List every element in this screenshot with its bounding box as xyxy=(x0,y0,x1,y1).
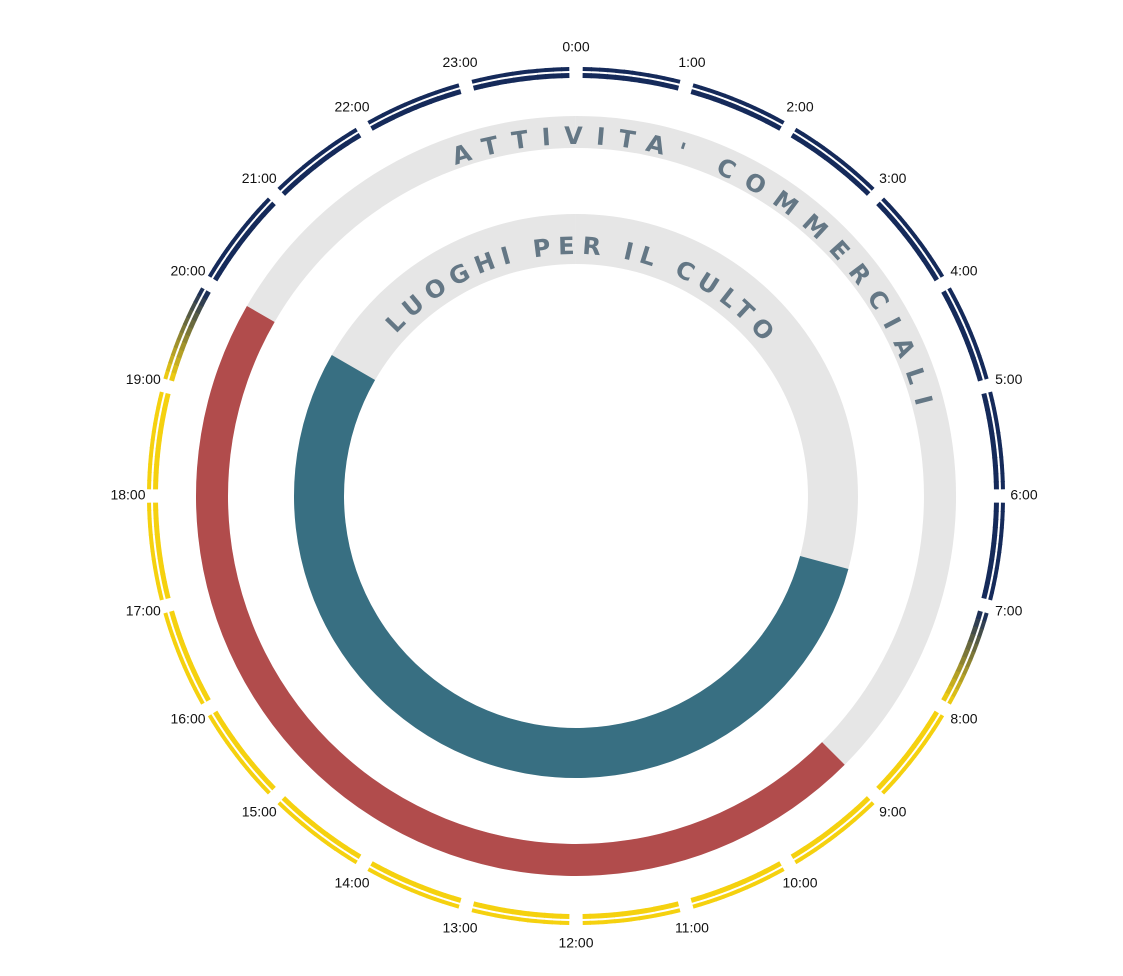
hour-segment xyxy=(790,127,875,196)
hour-segment xyxy=(207,710,276,795)
hour-segment xyxy=(277,127,362,196)
hour-label: 15:00 xyxy=(242,803,277,819)
hour-segment xyxy=(690,861,785,909)
hour-segment xyxy=(207,197,276,282)
hour-label: 5:00 xyxy=(995,371,1022,387)
hour-label: 17:00 xyxy=(126,603,161,619)
hour-label: 21:00 xyxy=(242,170,277,186)
hour-label: 11:00 xyxy=(675,919,709,935)
hour-segment xyxy=(367,83,462,131)
hour-segment xyxy=(876,197,945,282)
hour-segment xyxy=(163,610,211,705)
hour-segment xyxy=(690,83,785,131)
hour-label: 10:00 xyxy=(782,875,817,891)
hour-segment xyxy=(471,901,570,925)
hour-labels: 0:00 1:00 2:00 3:00 4:00 5:00 6:00 7:00 8:00 9:00… xyxy=(110,39,1037,951)
hour-segment xyxy=(981,502,1005,601)
hour-label: 14:00 xyxy=(334,875,369,891)
hour-segment xyxy=(941,287,989,382)
hour-label: 13:00 xyxy=(443,919,478,935)
hour-label: 1:00 xyxy=(678,54,705,70)
worship-span xyxy=(294,355,849,778)
hour-segment xyxy=(981,391,1005,490)
hour-ring xyxy=(147,67,1005,925)
hour-label: 6:00 xyxy=(1010,487,1037,503)
hour-label: 8:00 xyxy=(950,711,977,727)
hour-label: 4:00 xyxy=(950,263,977,279)
hour-segment xyxy=(147,391,171,490)
worship-ring xyxy=(293,214,858,778)
hour-segment xyxy=(471,67,570,91)
commercial-span xyxy=(196,306,845,876)
hour-label: 22:00 xyxy=(334,99,369,115)
hour-label: 7:00 xyxy=(995,603,1022,619)
hour-label: 3:00 xyxy=(879,170,906,186)
hour-label: 16:00 xyxy=(170,711,205,727)
hour-segment xyxy=(147,502,171,601)
hour-segment xyxy=(277,796,362,865)
hour-label: 0:00 xyxy=(562,39,589,55)
hour-segment xyxy=(876,710,945,795)
hour-segment xyxy=(163,287,211,382)
hour-label: 2:00 xyxy=(786,99,813,115)
hour-label: 9:00 xyxy=(879,803,906,819)
hour-label: 18:00 xyxy=(110,487,145,503)
hour-segment xyxy=(582,901,681,925)
hour-segment xyxy=(582,67,681,91)
hour-segment xyxy=(790,796,875,865)
hour-segment xyxy=(367,861,462,909)
hour-segment xyxy=(941,610,989,705)
hour-label: 19:00 xyxy=(126,371,161,387)
hour-label: 20:00 xyxy=(170,263,205,279)
hour-label: 12:00 xyxy=(558,935,593,951)
hour-label: 23:00 xyxy=(443,54,478,70)
